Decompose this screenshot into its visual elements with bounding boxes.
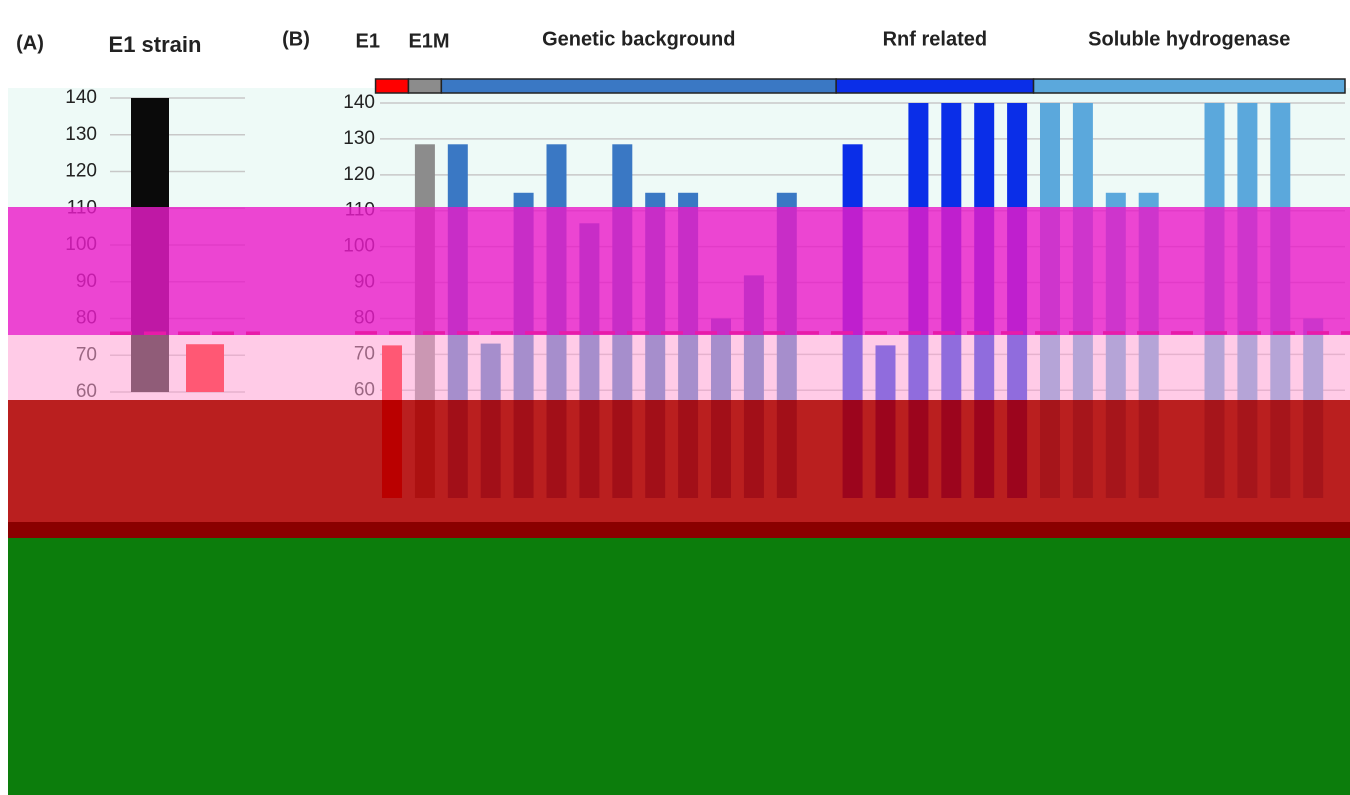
background (8, 88, 1350, 208)
group-strip (1034, 79, 1345, 93)
screenshot: 6070809010011012013014060708090100110120… (0, 0, 1350, 795)
labels: (A) E1 strain (B) E1 E1M Genetic background Rn… (16, 28, 1345, 93)
overlay-band (8, 400, 1350, 522)
chart-title: E1 strain (109, 32, 202, 57)
group-label: E1M (408, 30, 449, 52)
group-label: Soluble hydrogenase (1088, 28, 1290, 50)
panel-label: (B) (282, 28, 310, 50)
y-tick-label: 130 (65, 124, 97, 145)
y-tick-label: 120 (343, 164, 375, 185)
group-label: E1 (356, 30, 380, 52)
overlay-band (8, 207, 1350, 335)
y-tick-label: 140 (343, 92, 375, 113)
overlay-band (8, 522, 1350, 538)
y-tick-label: 140 (65, 87, 97, 108)
group-strip (836, 79, 1033, 93)
group-strip (441, 79, 836, 93)
group-label: Rnf related (883, 28, 987, 50)
overlay-band (8, 538, 1350, 795)
group-strip (376, 79, 409, 93)
panel-label: (A) (16, 32, 44, 54)
y-tick-label: 120 (65, 161, 97, 182)
overlay-band (8, 335, 1350, 400)
group-strip (408, 79, 441, 93)
y-tick-label: 130 (343, 128, 375, 149)
group-label: Genetic background (542, 28, 735, 50)
